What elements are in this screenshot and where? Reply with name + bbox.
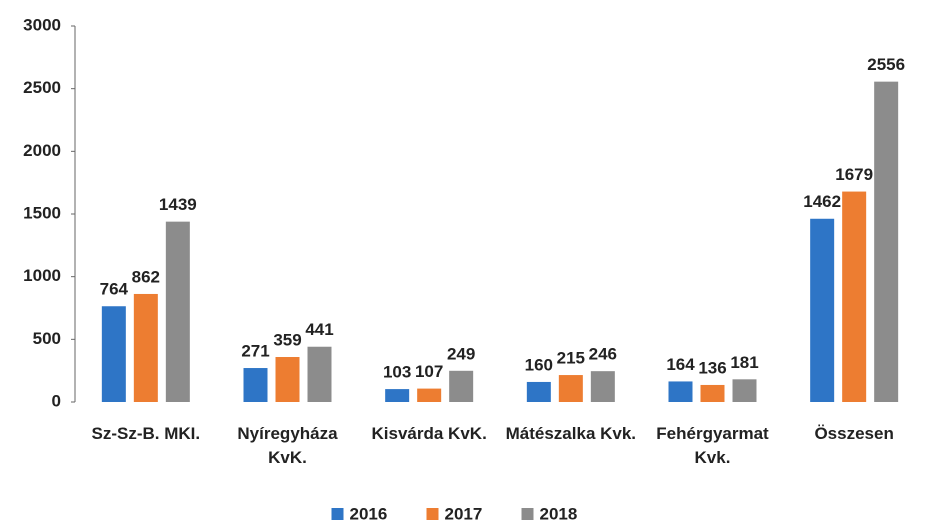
- legend-label: 2017: [445, 504, 483, 523]
- legend-swatch: [521, 508, 534, 520]
- data-label: 215: [557, 349, 585, 368]
- bar: [700, 384, 725, 402]
- x-tick-label: Kisvárda KvK.: [371, 424, 487, 443]
- data-label: 764: [100, 280, 129, 299]
- x-tick-label: Összesen: [814, 424, 894, 443]
- bar: [275, 357, 300, 402]
- data-label: 107: [415, 362, 443, 381]
- x-tick-label: Mátészalka Kvk.: [505, 424, 637, 443]
- bar: [558, 375, 583, 402]
- data-label: 160: [525, 355, 553, 374]
- bar: [449, 370, 474, 402]
- bar: [842, 191, 867, 402]
- data-label: 249: [447, 344, 475, 363]
- bar: [668, 381, 693, 402]
- bar: [590, 371, 615, 402]
- bar: [874, 81, 899, 402]
- y-tick-label: 1500: [23, 203, 61, 222]
- legend-label: 2016: [350, 504, 388, 523]
- data-label: 441: [305, 320, 333, 339]
- bar: [810, 218, 835, 402]
- data-label: 164: [666, 355, 695, 374]
- bar: [732, 379, 757, 402]
- x-tick-label: Nyíregyháza KvK.: [237, 424, 338, 467]
- data-label: 1439: [159, 195, 197, 214]
- bar: [307, 346, 332, 402]
- legend-label: 2018: [540, 504, 578, 523]
- y-tick-label: 0: [52, 391, 61, 410]
- bar: [165, 221, 190, 402]
- data-label: 1462: [803, 192, 841, 211]
- data-label: 181: [730, 353, 758, 372]
- data-label: 1679: [835, 165, 873, 184]
- bar: [243, 368, 268, 402]
- data-label: 359: [273, 330, 301, 349]
- x-tick-label: Sz-Sz-B. MKI.: [91, 424, 201, 443]
- data-label: 271: [241, 342, 269, 361]
- bar: [133, 293, 158, 402]
- data-label: 862: [132, 267, 160, 286]
- y-tick-label: 2000: [23, 141, 61, 160]
- y-tick-label: 500: [33, 329, 61, 348]
- legend-swatch: [426, 508, 439, 520]
- data-label: 2556: [867, 55, 905, 74]
- bar: [385, 389, 410, 402]
- bar: [526, 381, 551, 402]
- bar: [101, 306, 126, 402]
- data-label: 103: [383, 363, 411, 382]
- y-tick-label: 1000: [23, 266, 61, 285]
- data-label: 136: [698, 358, 726, 377]
- bar: [417, 388, 442, 402]
- legend-swatch: [331, 508, 344, 520]
- x-tick-label: Fehérgyarmat Kvk.: [656, 424, 769, 467]
- y-tick-label: 3000: [23, 15, 61, 34]
- data-label: 246: [589, 345, 617, 364]
- y-tick-label: 2500: [23, 78, 61, 97]
